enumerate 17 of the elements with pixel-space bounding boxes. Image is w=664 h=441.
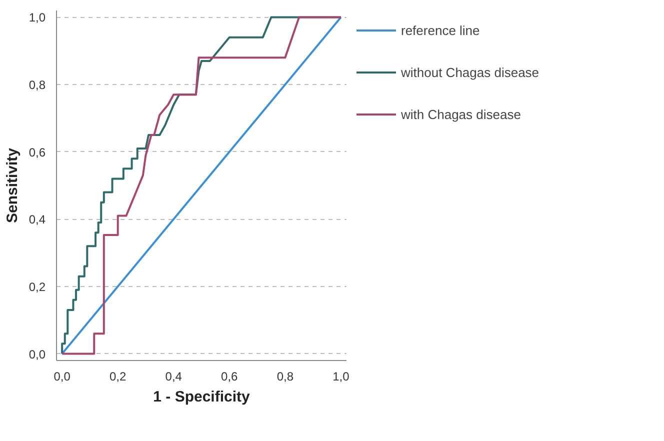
x-tick-label: 0,2: [110, 370, 127, 384]
y-tick-label: 0,4: [28, 212, 46, 227]
legend-label: with Chagas disease: [401, 106, 521, 122]
x-tick-label: 0,4: [165, 370, 182, 384]
x-tick-label: 0,0: [54, 370, 71, 384]
y-axis-title: Sensitivity: [4, 147, 21, 224]
y-tick-label: 0,0: [28, 347, 46, 362]
x-tick-label: 0,6: [221, 370, 238, 384]
x-axis-title: 1 - Specificity: [153, 388, 251, 406]
legend-label: reference line: [401, 22, 480, 38]
y-tick-label: 0,6: [28, 145, 46, 160]
y-tick-label: 1,0: [28, 10, 46, 25]
legend-label: without Chagas disease: [401, 64, 540, 80]
x-tick-label: 0,8: [276, 370, 294, 384]
x-tick-label: 1,0: [332, 370, 350, 384]
y-tick-label: 0,8: [28, 78, 46, 92]
y-tick-label: 0,2: [28, 280, 46, 294]
